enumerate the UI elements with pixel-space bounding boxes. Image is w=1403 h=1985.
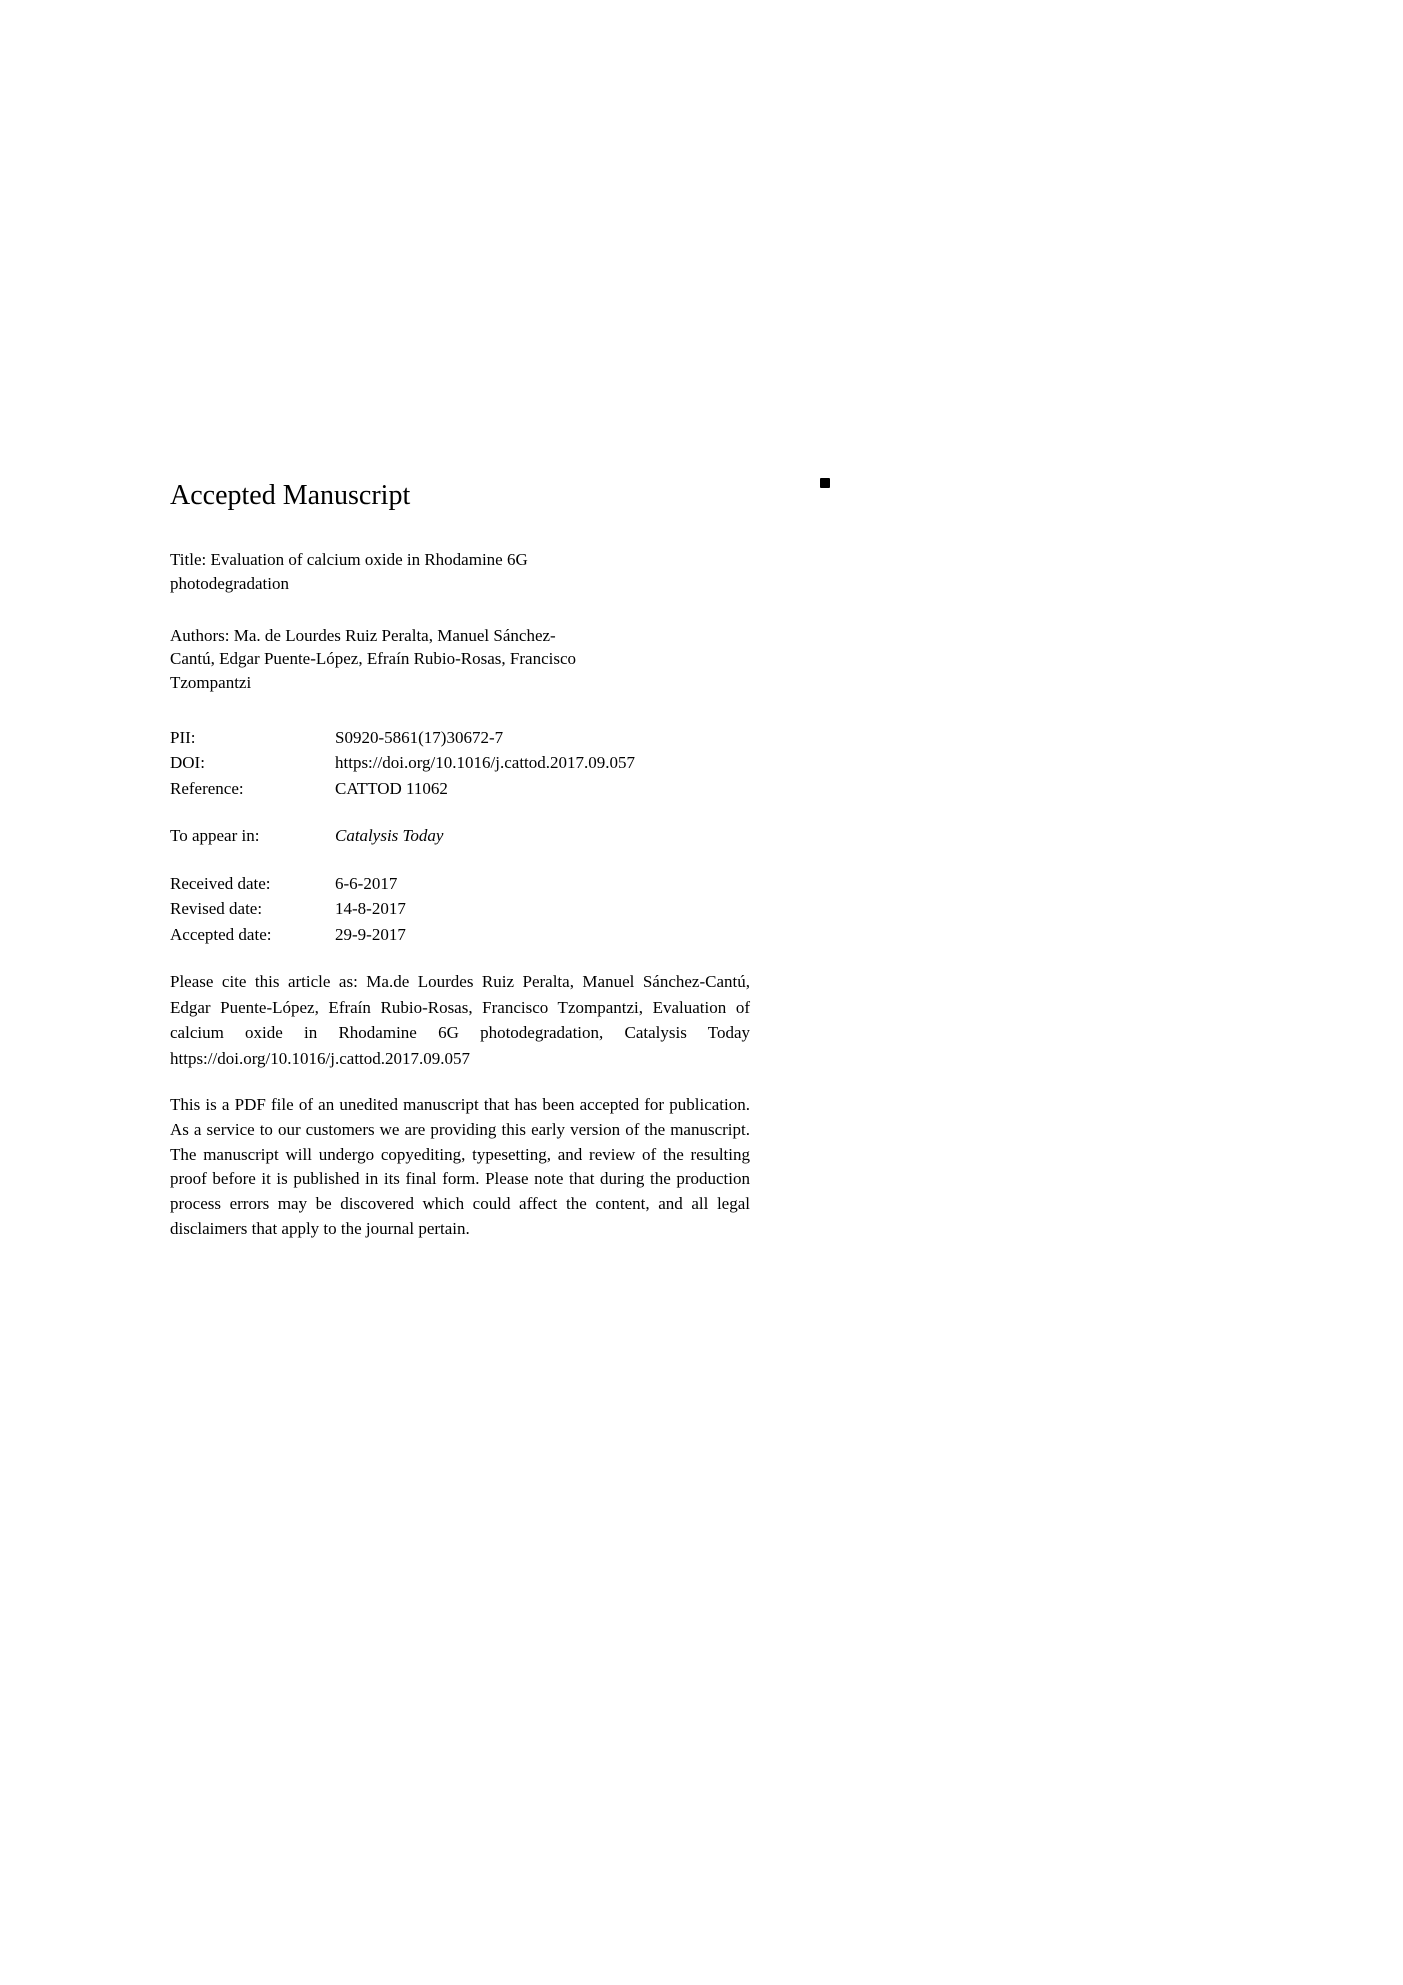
dates-group: Received date: 6-6-2017 Revised date: 14…	[170, 871, 750, 948]
reference-row: Reference: CATTOD 11062	[170, 776, 750, 802]
doi-value: https://doi.org/10.1016/j.cattod.2017.09…	[335, 750, 750, 776]
citation-text: Please cite this article as: Ma.de Lourd…	[170, 969, 750, 1071]
authors-block: Authors: Ma. de Lourdes Ruiz Peralta, Ma…	[170, 624, 600, 695]
page-heading: Accepted Manuscript	[170, 480, 750, 512]
accepted-date-label: Accepted date:	[170, 922, 335, 948]
appear-label: To appear in:	[170, 823, 335, 849]
pii-value: S0920-5861(17)30672-7	[335, 725, 750, 751]
title-block: Title: Evaluation of calcium oxide in Rh…	[170, 548, 570, 596]
doi-label: DOI:	[170, 750, 335, 776]
title-label: Title:	[170, 550, 206, 569]
authors-text: Ma. de Lourdes Ruiz Peralta, Manuel Sánc…	[170, 626, 576, 693]
revised-label: Revised date:	[170, 896, 335, 922]
received-value: 6-6-2017	[335, 871, 750, 897]
revised-row: Revised date: 14-8-2017	[170, 896, 750, 922]
cover-image-placeholder	[820, 478, 830, 488]
disclaimer-text: This is a PDF file of an unedited manusc…	[170, 1093, 750, 1241]
reference-label: Reference:	[170, 776, 335, 802]
title-text: Evaluation of calcium oxide in Rhodamine…	[170, 550, 528, 593]
pii-row: PII: S0920-5861(17)30672-7	[170, 725, 750, 751]
pii-label: PII:	[170, 725, 335, 751]
journal-group: To appear in: Catalysis Today	[170, 823, 750, 849]
revised-value: 14-8-2017	[335, 896, 750, 922]
received-row: Received date: 6-6-2017	[170, 871, 750, 897]
manuscript-page: Accepted Manuscript Title: Evaluation of…	[0, 0, 920, 1341]
accepted-date-value: 29-9-2017	[335, 922, 750, 948]
reference-value: CATTOD 11062	[335, 776, 750, 802]
doi-row: DOI: https://doi.org/10.1016/j.cattod.20…	[170, 750, 750, 776]
identifiers-group: PII: S0920-5861(17)30672-7 DOI: https://…	[170, 725, 750, 802]
received-label: Received date:	[170, 871, 335, 897]
appear-row: To appear in: Catalysis Today	[170, 823, 750, 849]
appear-value: Catalysis Today	[335, 823, 750, 849]
authors-label: Authors:	[170, 626, 230, 645]
accepted-date-row: Accepted date: 29-9-2017	[170, 922, 750, 948]
